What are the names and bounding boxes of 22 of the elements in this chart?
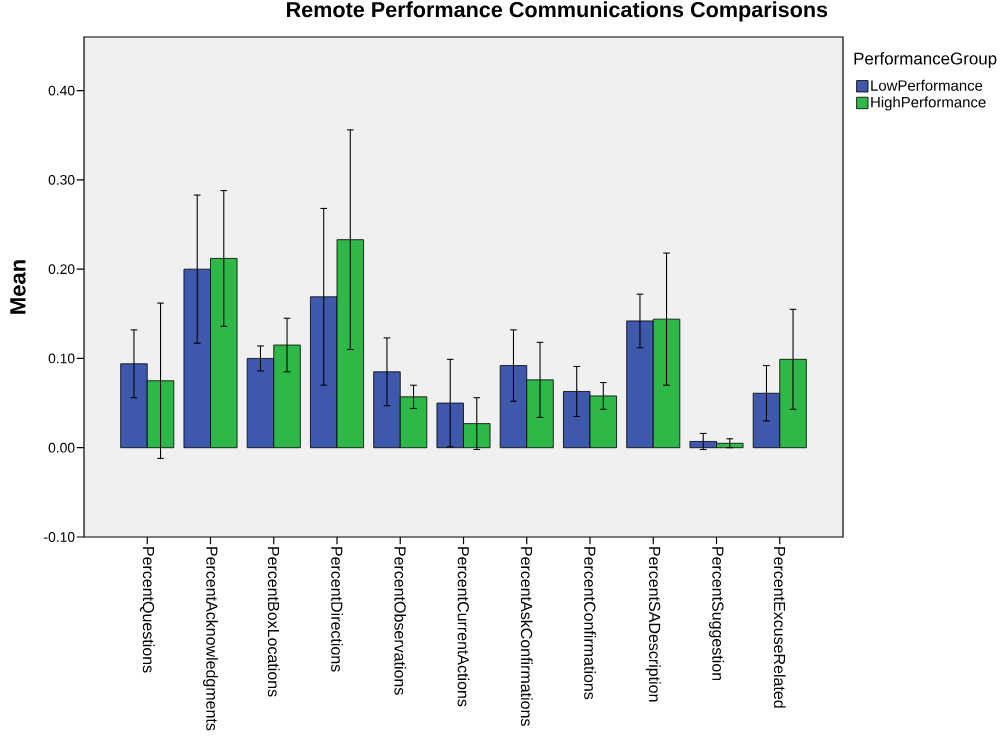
- x-tick-label: PercentDirections: [331, 547, 343, 672]
- x-tick-label: PercentAskConfirmations: [520, 547, 533, 726]
- x-tick-label: PercentConfirmations: [584, 547, 596, 700]
- y-tick-label: 0.40: [48, 85, 75, 96]
- x-tick-label: PercentCurrentActions: [457, 547, 470, 707]
- x-tick-label: PercentSuggestion: [709, 547, 724, 681]
- chart-title: Remote Performance Communications Comparisons: [287, 1, 828, 22]
- y-axis-title: Mean: [10, 260, 26, 314]
- y-tick-label: -0.10: [44, 532, 75, 542]
- legend-label: LowPerformance: [871, 79, 983, 91]
- x-tick-label: PercentObservations: [394, 547, 407, 695]
- y-tick-label: 0.30: [48, 174, 75, 185]
- y-tick-label: 0.10: [48, 353, 75, 364]
- x-tick-label: PercentBoxLocations: [267, 547, 280, 697]
- x-tick-label: PercentAcknowledgments: [203, 547, 218, 731]
- legend-label: HighPerformance: [871, 96, 986, 111]
- y-tick-label: 0.20: [48, 264, 75, 275]
- y-tick-label: 0.00: [48, 442, 75, 453]
- x-tick-label: PercentQuestions: [139, 547, 155, 673]
- legend-title: PerformanceGroup: [854, 52, 997, 68]
- x-tick-label: PercentSADescription: [645, 547, 661, 702]
- x-tick-label: PercentExcuseRelated: [773, 547, 786, 708]
